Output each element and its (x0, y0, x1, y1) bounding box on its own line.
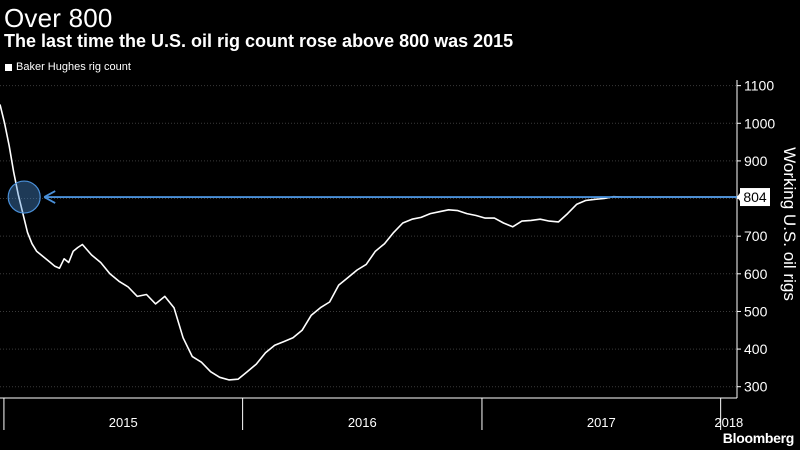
legend-label: Baker Hughes rig count (16, 61, 131, 73)
y-axis-title: Working U.S. oil rigs (780, 147, 799, 301)
series-line-rig-count (0, 104, 737, 381)
x-tick-label: 2015 (109, 415, 138, 430)
chart-title: Over 800 (4, 3, 113, 33)
x-tick-label: 2018 (714, 415, 743, 430)
y-tick-label: 900 (744, 153, 768, 169)
x-tick-label: 2017 (587, 415, 616, 430)
y-tick-label: 700 (744, 228, 768, 244)
y-tick-label: 1000 (744, 115, 775, 131)
legend-swatch (5, 63, 12, 71)
y-tick-label: 500 (744, 303, 768, 319)
highlight-circle (7, 180, 41, 214)
value-callout-pointer (737, 193, 740, 202)
y-tick-label: 600 (744, 266, 768, 282)
y-tick-label: 1100 (744, 78, 774, 94)
y-tick-label: 300 (744, 379, 768, 395)
source-logo: Bloomberg (722, 430, 795, 446)
x-tick-label: 2016 (348, 415, 377, 430)
chart-subtitle: The last time the U.S. oil rig count ros… (4, 31, 514, 51)
reference-arrowhead (43, 190, 56, 204)
value-callout-label: 804 (743, 189, 767, 205)
value-callout-box (740, 188, 770, 207)
y-tick-label: 400 (744, 341, 768, 357)
chart-legend: Baker Hughes rig count (5, 61, 131, 73)
